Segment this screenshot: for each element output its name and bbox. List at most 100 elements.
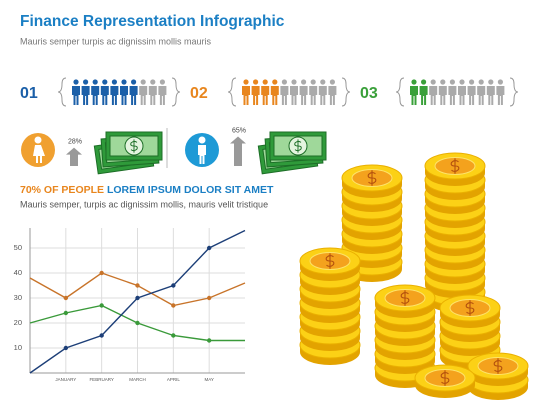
person-head xyxy=(301,79,307,85)
person-body xyxy=(299,86,308,105)
person-body xyxy=(139,86,148,105)
person-body xyxy=(477,86,486,105)
person-head xyxy=(92,79,98,85)
person-head xyxy=(73,79,79,85)
person-icons xyxy=(410,79,505,105)
y-tick-label: 50 xyxy=(14,243,22,252)
series-point xyxy=(135,320,140,326)
person-body xyxy=(328,86,337,105)
person-head xyxy=(140,79,146,85)
x-tick-label: JANUARY xyxy=(55,377,76,382)
person-icons xyxy=(242,79,337,105)
series-point xyxy=(135,295,140,301)
person-head xyxy=(421,79,427,85)
percent-arrow xyxy=(230,136,246,166)
person-body xyxy=(458,86,466,105)
person-head xyxy=(121,79,127,85)
headline-text: LOREM IPSUM DOLOR SIT AMET xyxy=(107,184,274,196)
row-label: 01 xyxy=(20,85,38,102)
person-body xyxy=(158,86,167,105)
person-head xyxy=(262,79,268,85)
dollar-icon xyxy=(450,158,460,174)
series-point xyxy=(99,270,104,276)
dollar-icon xyxy=(400,290,410,306)
person-head xyxy=(430,79,436,85)
person-body xyxy=(419,86,428,105)
dollar-icon xyxy=(465,300,475,316)
person-body xyxy=(438,86,447,105)
x-tick-label: MAY xyxy=(204,377,213,382)
x-tick-label: MARCH xyxy=(129,377,146,382)
series-point xyxy=(171,303,176,308)
person-head xyxy=(159,79,165,85)
person-icons xyxy=(72,79,167,105)
banknote xyxy=(105,131,163,161)
person-head xyxy=(272,79,278,85)
headline-subtitle: Mauris semper, turpis ac dignissim molli… xyxy=(20,199,268,209)
series-point xyxy=(99,303,104,308)
person-body xyxy=(81,86,90,105)
person-body xyxy=(120,86,128,105)
person-body xyxy=(261,86,270,105)
brace xyxy=(341,77,351,107)
person-body xyxy=(129,86,138,105)
person-head xyxy=(253,79,259,85)
person-body xyxy=(410,86,418,105)
person-body xyxy=(448,86,457,105)
person-head xyxy=(411,79,417,85)
series-point xyxy=(63,295,69,301)
person-head xyxy=(281,79,287,85)
brace xyxy=(227,77,237,107)
person-head xyxy=(478,79,484,85)
headline: 70% OF PEOPLE LOREM IPSUM DOLOR SIT AMET xyxy=(20,184,274,196)
person-body xyxy=(496,86,505,105)
brace xyxy=(57,77,67,107)
series-point xyxy=(171,333,176,338)
person-head xyxy=(243,79,249,85)
row-label: 03 xyxy=(360,85,378,102)
person-head xyxy=(102,79,108,85)
person-body xyxy=(290,86,298,105)
person-head xyxy=(83,79,89,85)
banknote xyxy=(269,131,327,161)
stat-person-body xyxy=(33,145,45,163)
row-label: 02 xyxy=(190,85,208,102)
series-point xyxy=(206,338,212,343)
percent-label: 65% xyxy=(232,127,246,134)
headline-highlight: 70% OF PEOPLE xyxy=(20,184,104,196)
person-head xyxy=(111,79,117,85)
y-tick-label: 20 xyxy=(14,318,22,327)
person-body xyxy=(91,86,100,105)
y-tick-label: 10 xyxy=(14,343,22,352)
stat-person-head xyxy=(198,136,206,144)
person-head xyxy=(469,79,475,85)
y-tick-label: 30 xyxy=(14,293,22,302)
person-body xyxy=(100,86,109,105)
dollar-icon xyxy=(130,139,138,153)
title: Finance Representation Infographic xyxy=(20,13,285,30)
person-body xyxy=(429,86,438,105)
person-body xyxy=(270,86,279,105)
person-body xyxy=(251,86,260,105)
person-head xyxy=(488,79,494,85)
series-point xyxy=(63,310,69,316)
percent-label: 28% xyxy=(68,138,82,145)
person-head xyxy=(131,79,137,85)
person-head xyxy=(320,79,326,85)
person-body xyxy=(280,86,289,105)
stat-person-head xyxy=(34,136,42,144)
series-point xyxy=(135,283,140,288)
subtitle: Mauris semper turpis ac dignissim mollis… xyxy=(20,36,212,46)
dollar-icon xyxy=(367,170,377,186)
dollar-icon xyxy=(493,358,503,374)
person-body xyxy=(467,86,476,105)
person-head xyxy=(459,79,465,85)
y-tick-label: 40 xyxy=(14,268,22,277)
person-body xyxy=(318,86,327,105)
person-head xyxy=(310,79,316,85)
brace xyxy=(509,77,519,107)
person-head xyxy=(497,79,503,85)
series-point xyxy=(63,345,69,351)
dollar-icon xyxy=(440,370,450,386)
